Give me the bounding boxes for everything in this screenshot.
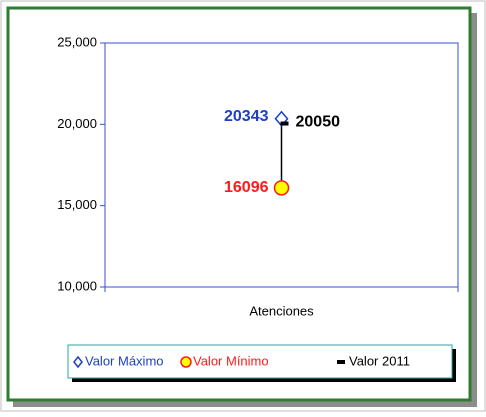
legend-marker: [337, 360, 345, 364]
y-tick-label: 25,000: [57, 34, 97, 49]
max-label: 20343: [224, 108, 269, 125]
legend-label: Valor 2011: [349, 353, 410, 368]
y-tick-label: 20,000: [57, 116, 97, 131]
legend-label: Valor Máximo: [85, 353, 164, 368]
legend-label: Valor Mínimo: [193, 353, 269, 368]
value-label: 20050: [296, 114, 341, 131]
legend-marker: [180, 356, 192, 368]
value-marker: [280, 121, 289, 126]
max-marker: [274, 110, 289, 127]
y-tick-label: 15,000: [57, 197, 97, 212]
legend-marker: [73, 355, 83, 369]
y-tick-label: 10,000: [57, 278, 97, 293]
min-marker: [273, 180, 290, 196]
min-label: 16096: [224, 179, 269, 196]
x-tick-label: Atenciones: [249, 303, 314, 318]
legend-box: [67, 344, 453, 379]
